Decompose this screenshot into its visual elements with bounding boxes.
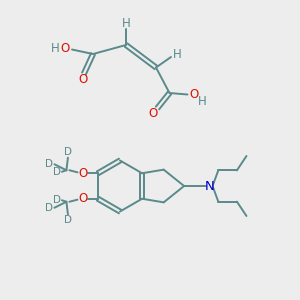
Text: D: D	[45, 159, 53, 169]
Text: O: O	[78, 192, 88, 205]
Text: N: N	[205, 179, 215, 193]
Text: D: D	[52, 167, 61, 177]
Text: H: H	[172, 47, 182, 61]
Text: O: O	[78, 167, 88, 180]
Text: H: H	[122, 16, 130, 30]
Text: H: H	[198, 94, 207, 108]
Text: D: D	[64, 147, 72, 157]
Text: O: O	[189, 88, 198, 101]
Text: D: D	[64, 215, 72, 225]
Text: O: O	[78, 73, 87, 86]
Text: H: H	[51, 42, 60, 56]
Text: O: O	[61, 42, 70, 56]
Text: D: D	[45, 203, 53, 213]
Text: D: D	[52, 195, 61, 205]
Text: O: O	[148, 107, 158, 120]
